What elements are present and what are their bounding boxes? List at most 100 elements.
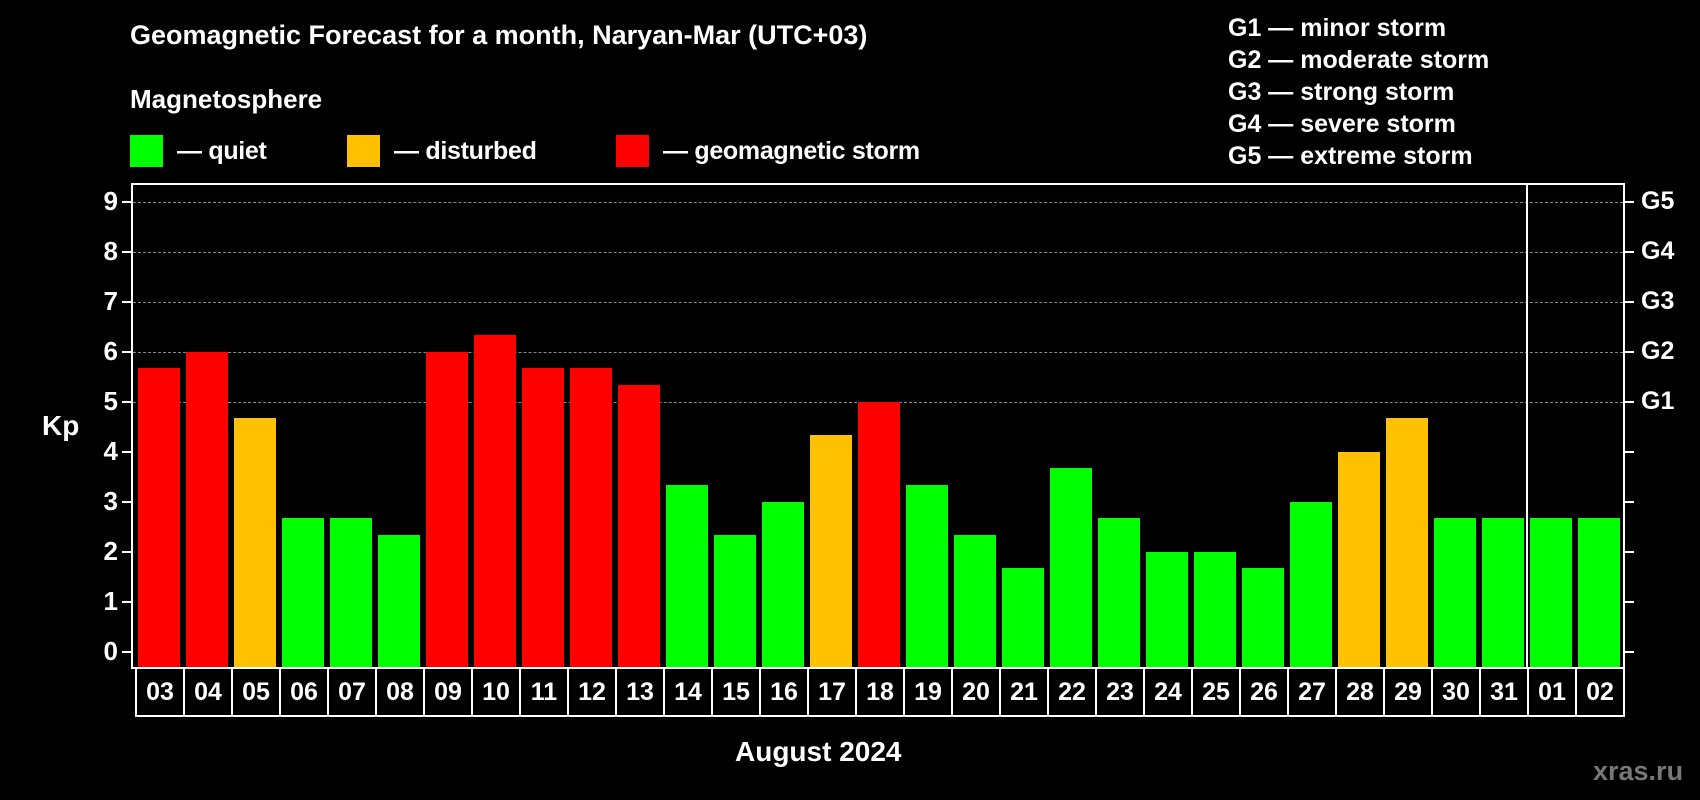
bar-quiet	[282, 518, 324, 667]
bar-quiet	[666, 485, 708, 667]
legend-label: — quiet	[177, 136, 267, 165]
bar-storm	[570, 368, 612, 667]
date-label: 19	[903, 669, 951, 715]
bar-quiet	[1482, 518, 1524, 667]
bar-quiet	[1146, 552, 1188, 667]
bar-quiet	[330, 518, 372, 667]
g-level-label: G1	[1641, 387, 1675, 415]
y-tick	[122, 601, 131, 603]
date-label: 28	[1335, 669, 1383, 715]
g-level-label: G4	[1641, 237, 1675, 265]
x-axis-label: August 2024	[735, 736, 902, 767]
y-tick-label: 8	[103, 236, 118, 266]
bar-storm	[522, 368, 564, 667]
right-y-tick	[1625, 601, 1634, 603]
right-y-tick	[1625, 301, 1634, 303]
y-tick	[122, 551, 131, 553]
y-tick	[122, 351, 131, 353]
date-label: 22	[1047, 669, 1095, 715]
right-y-tick	[1625, 251, 1634, 253]
y-tick	[122, 651, 131, 653]
date-label: 29	[1383, 669, 1431, 715]
bar-quiet	[906, 485, 948, 667]
g-level-label: G5	[1641, 187, 1675, 215]
g-legend-item: G1 — minor storm	[1228, 14, 1447, 42]
watermark: xras.ru	[1593, 756, 1684, 786]
bar-quiet	[1290, 502, 1332, 667]
g-level-label: G3	[1641, 287, 1675, 315]
chart-title: Geomagnetic Forecast for a month, Naryan…	[130, 20, 868, 50]
date-label: 25	[1191, 669, 1239, 715]
storm-swatch-icon	[616, 135, 649, 167]
grid-line	[133, 252, 1623, 253]
y-tick	[122, 451, 131, 453]
bar-storm	[618, 385, 660, 667]
bar-disturbed	[810, 435, 852, 667]
bar-quiet	[1242, 568, 1284, 667]
date-label: 10	[471, 669, 519, 715]
date-label: 02	[1575, 669, 1623, 715]
g-legend-item: G4 — severe storm	[1228, 110, 1456, 138]
date-label: 26	[1239, 669, 1287, 715]
bar-quiet	[378, 535, 420, 667]
bar-quiet	[1434, 518, 1476, 667]
y-tick-label: 1	[103, 586, 118, 616]
month-divider	[1526, 183, 1528, 669]
date-label: 17	[807, 669, 855, 715]
bar-disturbed	[1338, 452, 1380, 667]
g-legend-item: G2 — moderate storm	[1228, 46, 1490, 74]
right-y-tick	[1625, 351, 1634, 353]
y-tick-label: 2	[103, 536, 118, 566]
date-label: 12	[567, 669, 615, 715]
date-label: 16	[759, 669, 807, 715]
right-y-tick	[1625, 201, 1634, 203]
right-y-tick	[1625, 551, 1634, 553]
g-scale-legend: G1 — minor storm G2 — moderate storm G3 …	[1228, 12, 1489, 172]
y-tick	[122, 501, 131, 503]
bar-quiet	[1530, 518, 1572, 667]
g-legend-item: G5 — extreme storm	[1228, 142, 1473, 170]
bar-storm	[858, 402, 900, 667]
date-label: 05	[231, 669, 279, 715]
legend-label: — geomagnetic storm	[663, 136, 920, 165]
y-tick-label: 5	[103, 386, 118, 416]
legend-item-disturbed: — disturbed	[347, 135, 537, 167]
bar-quiet	[954, 535, 996, 667]
date-label: 27	[1287, 669, 1335, 715]
y-tick	[122, 201, 131, 203]
right-y-tick	[1625, 451, 1634, 453]
bar-storm	[426, 352, 468, 667]
bar-storm	[474, 335, 516, 667]
bar-storm	[186, 352, 228, 667]
legend-label: — disturbed	[394, 136, 537, 165]
date-label: 03	[146, 677, 174, 706]
date-label: 24	[1143, 669, 1191, 715]
y-tick-label: 4	[103, 436, 118, 466]
date-label: 20	[951, 669, 999, 715]
grid-line	[133, 352, 1623, 353]
y-tick	[122, 251, 131, 253]
y-tick	[122, 401, 131, 403]
date-label: 31	[1479, 669, 1527, 715]
date-label: 23	[1095, 669, 1143, 715]
date-label: 09	[423, 669, 471, 715]
bar-quiet	[1194, 552, 1236, 667]
y-tick	[122, 301, 131, 303]
disturbed-swatch-icon	[347, 135, 380, 167]
bar-disturbed	[234, 418, 276, 667]
y-tick-label: 6	[103, 336, 118, 366]
y-tick-label: 7	[103, 286, 118, 316]
bar-storm	[138, 368, 180, 667]
y-tick-label: 3	[103, 486, 118, 516]
plot-area	[131, 183, 1625, 669]
bar-quiet	[714, 535, 756, 667]
date-label: 11	[519, 669, 567, 715]
date-label: 21	[999, 669, 1047, 715]
date-label: 01	[1527, 669, 1575, 715]
legend-title: Magnetosphere	[130, 84, 323, 114]
bar-disturbed	[1386, 418, 1428, 667]
date-label: 07	[327, 669, 375, 715]
right-y-tick	[1625, 501, 1634, 503]
date-label: 15	[711, 669, 759, 715]
legend-item-quiet: — quiet	[130, 135, 267, 167]
